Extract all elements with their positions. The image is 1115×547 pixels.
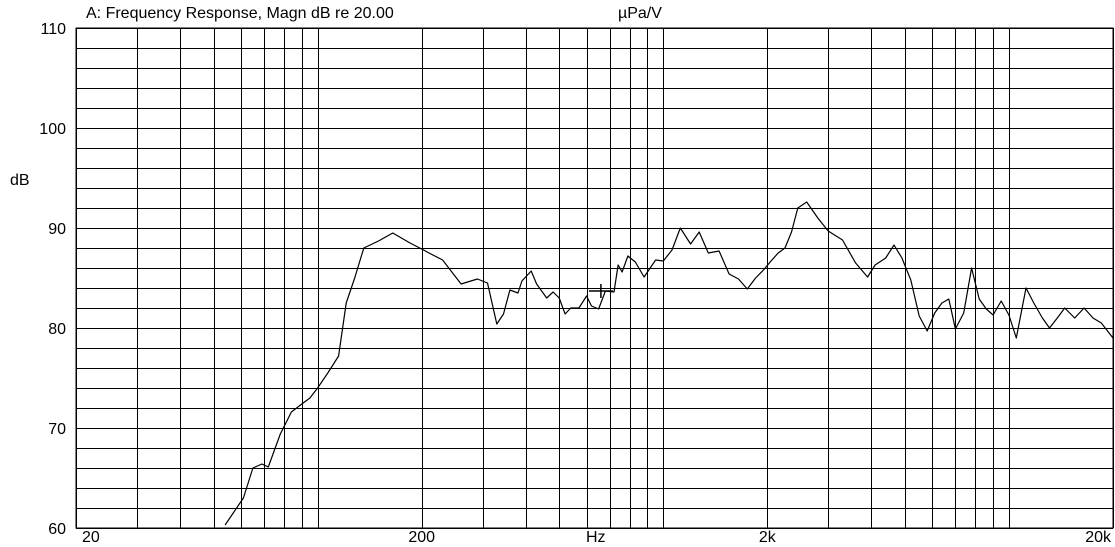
series-layer [224,201,1114,526]
x-axis-label: Hz [586,529,606,546]
y-tick-label: 60 [48,521,66,538]
y-tick-label: 80 [48,321,66,338]
cursor-marker [588,284,613,298]
x-tick-label: 2k [759,529,777,546]
chart-title: A: Frequency Response, Magn dB re 20.00 [86,5,394,22]
series-line [224,201,1114,526]
grid [75,27,1114,529]
y-tick-label: 110 [40,21,66,38]
plot-frame [75,27,1114,529]
x-tick-label: 20 [82,529,100,546]
y-axis-label: dB [10,172,30,189]
y-tick-label: 100 [39,121,66,138]
labels-layer: A: Frequency Response, Magn dB re 20.00 … [10,5,1112,546]
y-tick-label: 70 [48,421,66,438]
unit-label: µPa/V [618,5,662,22]
y-tick-label: 90 [48,221,66,238]
x-tick-label: 20k [1085,529,1112,546]
x-tick-label: 200 [408,529,435,546]
